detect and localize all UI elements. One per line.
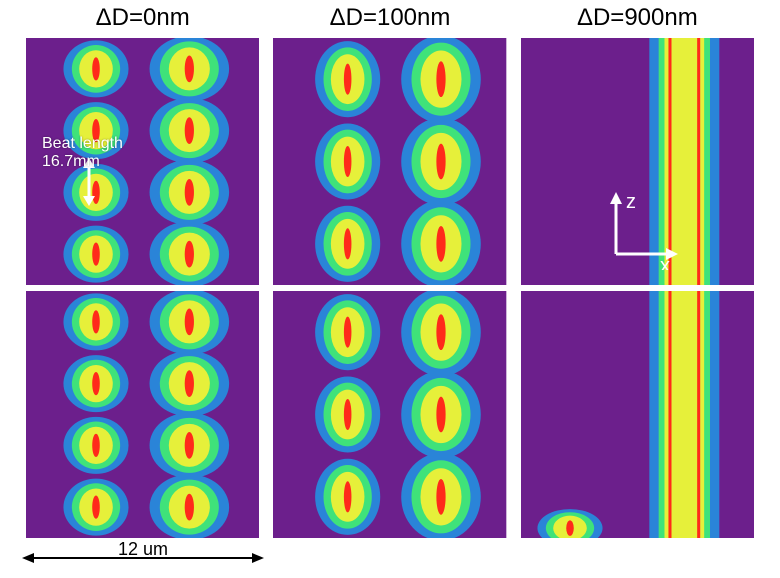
scale-bar: 12 um	[22, 543, 264, 573]
axis-x-label: x	[660, 255, 670, 270]
panel-r1-c2	[521, 291, 754, 538]
panel-grid	[26, 38, 754, 538]
axes-indicator: z x	[600, 190, 690, 270]
col-title-3: ΔD=900nm	[521, 4, 754, 32]
col-title-2: ΔD=100nm	[273, 4, 506, 32]
column-titles-row: ΔD=0nm ΔD=100nm ΔD=900nm	[26, 4, 754, 32]
col-title-1: ΔD=0nm	[26, 4, 259, 32]
panel-r1-c1	[273, 291, 506, 538]
beat-length-label: Beat length 16.7mm	[42, 135, 123, 172]
panel-r0-c1	[273, 38, 506, 285]
axis-z-label: z	[626, 191, 636, 213]
panel-r1-c0	[26, 291, 259, 538]
scale-label: 12 um	[22, 539, 264, 560]
